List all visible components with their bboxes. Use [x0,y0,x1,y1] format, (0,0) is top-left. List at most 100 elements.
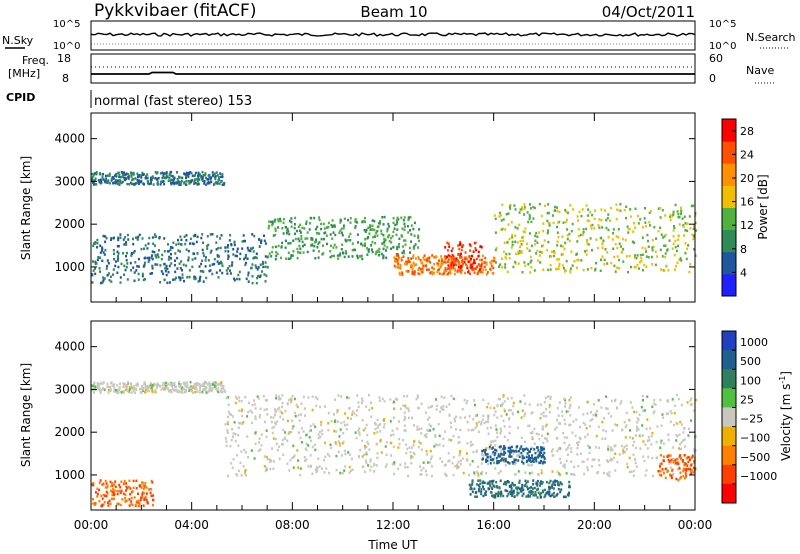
velocity-cell [656,425,659,428]
power-cell [206,235,209,238]
power-cell [677,244,679,248]
power-cell [472,261,475,265]
power-cell [214,177,217,181]
velocity-cell [131,503,134,507]
velocity-cell [551,448,554,451]
power-cell [258,275,261,279]
power-cell [110,238,112,241]
velocity-cell [266,408,268,411]
power-cell [162,174,165,178]
power-cell [160,270,163,273]
power-cell [601,246,604,249]
velocity-cell [140,387,143,390]
velocity-cell [528,424,531,428]
power-cell [181,273,184,276]
power-cell [418,257,420,260]
power-cell [657,229,660,233]
velocity-cell [674,404,677,407]
velocity-cell [230,462,233,465]
noise-right-tick-low: 10^0 [709,41,736,52]
velocity-cell [299,467,302,470]
power-cell [242,239,245,243]
power-cell [315,232,318,235]
power-cell [159,172,162,175]
velocity-cell [123,479,126,483]
power-cell [479,268,481,271]
power-cell [413,221,416,225]
velocity-cell [290,397,293,400]
velocity-cell [290,400,293,404]
power-cell [364,216,366,220]
power-cell [100,180,103,183]
power-cell [549,268,552,271]
power-cell [331,237,334,240]
velocity-cell [309,429,312,432]
power-cell [517,252,520,255]
velocity-cell [677,479,680,482]
velocity-cell [394,397,397,400]
velocity-cell [433,445,436,448]
power-cell [356,233,359,236]
power-cell [695,229,697,232]
power-cell [561,235,564,238]
power-cell [473,258,476,262]
velocity-cell [539,403,542,406]
velocity-cell [134,503,137,507]
velocity-cell [383,423,386,426]
velocity-cell [135,486,138,490]
velocity-cell [601,437,604,440]
velocity-cell [425,473,428,477]
velocity-cell [375,464,378,467]
velocity-cell [569,414,572,417]
velocity-cell [477,474,480,478]
power-cell [151,175,154,178]
velocity-cell [579,425,582,429]
velocity-cell [531,430,534,434]
power-cell [454,263,456,266]
power-cell [400,259,403,262]
velocity-cell [146,389,149,392]
velocity-cell [459,463,462,466]
power-cell [216,260,219,263]
velocity-cell [518,455,521,459]
power-cell [513,204,516,207]
velocity-cell [511,460,514,464]
velocity-cell [630,470,633,473]
velocity-cell [675,439,678,442]
power-cell [476,265,479,268]
power-cell [629,215,632,218]
power-cell [316,225,319,229]
velocity-cell [502,447,505,451]
velocity-cell [505,489,508,493]
power-cell [568,232,571,236]
velocity-cell [253,403,256,406]
power-cell [556,225,558,229]
power-cell [594,209,597,212]
velocity-cell [514,458,517,462]
velocity-cell [116,502,119,506]
velocity-cell [373,432,376,435]
velocity-cell [125,489,127,492]
power-cell [317,250,320,253]
velocity-cell [558,401,561,404]
power-cell [607,236,610,239]
velocity-cell [101,497,104,500]
power-cell [197,171,200,175]
velocity-cell [436,404,439,407]
power-cell [569,269,572,273]
power-cell [410,265,412,269]
power-cell [201,170,204,174]
power-cell [585,249,588,252]
velocity-cell [327,422,330,425]
velocity-cell [635,429,638,432]
velocity-cell [284,409,287,413]
velocity-cell [336,411,339,414]
power-cell [633,222,635,225]
velocity-cell [607,412,610,415]
power-cell [236,250,239,253]
velocity-cell [411,446,414,449]
velocity-cell [458,454,461,457]
power-cell [276,252,279,256]
power-cell [349,239,352,242]
power-cell [639,253,642,257]
